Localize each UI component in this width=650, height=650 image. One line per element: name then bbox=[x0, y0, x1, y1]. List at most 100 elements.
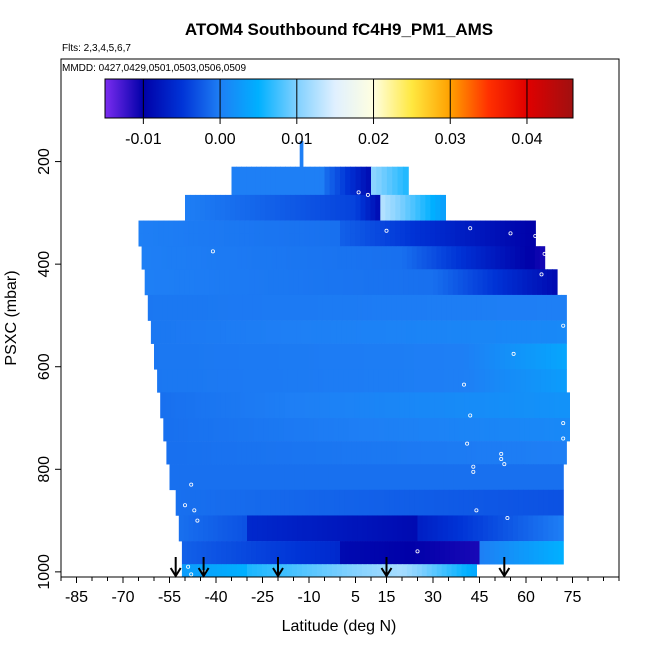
curtain-cell bbox=[214, 220, 220, 234]
curtain-cell bbox=[521, 294, 528, 321]
curtain-cell bbox=[314, 343, 320, 370]
curtain-cell bbox=[309, 233, 316, 247]
curtain-cell bbox=[314, 392, 321, 419]
curtain-cell bbox=[329, 489, 336, 516]
curtain-cell bbox=[194, 343, 200, 370]
curtain-cell bbox=[284, 392, 291, 419]
curtain-cell bbox=[270, 541, 277, 565]
x-tick-label: -25 bbox=[251, 589, 274, 606]
curtain-cell bbox=[300, 166, 306, 196]
curtain-cell bbox=[293, 418, 300, 442]
curtain-cell bbox=[295, 541, 302, 565]
curtain-cell bbox=[234, 269, 240, 296]
curtain-cell bbox=[179, 464, 186, 491]
curtain-cell bbox=[386, 441, 392, 465]
curtain-cell bbox=[261, 441, 267, 465]
curtain-cell bbox=[409, 343, 415, 370]
curtain-cell bbox=[548, 515, 554, 542]
curtain-cell bbox=[220, 320, 227, 344]
curtain-cell bbox=[206, 441, 212, 465]
curtain-cell bbox=[439, 418, 445, 442]
curtain-cell bbox=[215, 489, 222, 516]
curtain-cell bbox=[551, 320, 557, 344]
curtain-cell bbox=[536, 320, 542, 344]
curtain-cell bbox=[334, 489, 341, 516]
x-tick-label: 15 bbox=[378, 589, 396, 606]
curtain-cell bbox=[217, 294, 224, 321]
curtain-cell bbox=[332, 294, 338, 321]
curtain-cell bbox=[367, 294, 373, 321]
curtain-cell bbox=[381, 246, 388, 270]
curtain-cell bbox=[505, 233, 511, 247]
curtain-cell bbox=[250, 489, 256, 516]
curtain-cell bbox=[351, 246, 358, 270]
curtain-cell bbox=[364, 343, 370, 370]
curtain-cell bbox=[212, 369, 219, 393]
curtain-cell bbox=[512, 269, 518, 296]
curtain-cell bbox=[197, 369, 203, 393]
curtain-cell bbox=[274, 233, 281, 247]
curtain-cell bbox=[256, 320, 262, 344]
curtain-cell bbox=[472, 515, 479, 542]
curtain-cell bbox=[218, 418, 225, 442]
curtain-cell bbox=[260, 166, 267, 196]
curtain-cell bbox=[190, 489, 197, 516]
curtain-cell bbox=[329, 392, 336, 419]
curtain-cell bbox=[431, 294, 438, 321]
curtain-cell bbox=[464, 369, 470, 393]
curtain-cell bbox=[335, 194, 342, 221]
curtain-cell bbox=[371, 441, 377, 465]
curtain-cell bbox=[230, 320, 237, 344]
curtain-cell bbox=[414, 343, 420, 370]
curtain-cell bbox=[540, 369, 547, 393]
curtain-cell bbox=[469, 541, 476, 565]
curtain-cell bbox=[400, 220, 406, 234]
curtain-cell bbox=[364, 541, 371, 565]
curtain-cell bbox=[296, 246, 303, 270]
curtain-cell bbox=[376, 166, 383, 196]
curtain-cell bbox=[411, 246, 418, 270]
curtain-cell bbox=[366, 320, 372, 344]
observation-point bbox=[468, 226, 473, 231]
curtain-cell bbox=[454, 392, 461, 419]
observation-point bbox=[474, 508, 479, 513]
curtain-cell bbox=[184, 464, 191, 491]
curtain-cell bbox=[236, 246, 243, 270]
curtain-cell bbox=[408, 418, 415, 442]
curtain-cell bbox=[366, 441, 372, 465]
curtain-cell bbox=[199, 269, 205, 296]
curtain-cell bbox=[341, 246, 348, 270]
curtain-cell bbox=[247, 564, 253, 578]
curtain-cell bbox=[259, 343, 265, 370]
curtain-cell bbox=[314, 220, 321, 234]
curtain-cell bbox=[267, 515, 273, 542]
curtain-cell bbox=[381, 166, 388, 196]
curtain-cell bbox=[239, 220, 245, 234]
curtain-cell bbox=[399, 489, 405, 516]
curtain-cell bbox=[390, 194, 396, 221]
curtain-cell bbox=[334, 166, 341, 196]
curtain-cell bbox=[343, 464, 350, 491]
curtain-cell bbox=[385, 220, 391, 234]
curtain-cell bbox=[440, 233, 446, 247]
curtain-cell bbox=[403, 269, 409, 296]
curtain-cell bbox=[395, 194, 401, 221]
curtain-cell bbox=[510, 233, 516, 247]
curtain-cell bbox=[435, 194, 441, 221]
curtain-cell bbox=[429, 541, 436, 565]
curtain-cell bbox=[445, 233, 451, 247]
curtain-cell bbox=[467, 269, 474, 296]
curtain-cell bbox=[559, 418, 565, 442]
curtain-cell bbox=[169, 464, 176, 491]
curtain-cell bbox=[416, 294, 423, 321]
curtain-cell bbox=[266, 246, 273, 270]
curtain-cell bbox=[220, 392, 226, 419]
curtain-cell bbox=[329, 220, 336, 234]
curtain-cell bbox=[267, 294, 273, 321]
curtain-cell bbox=[263, 418, 270, 442]
curtain-cell bbox=[561, 320, 567, 344]
curtain-cell bbox=[349, 392, 356, 419]
curtain-cell bbox=[471, 564, 477, 578]
curtain-cell bbox=[342, 515, 348, 542]
curtain-cell bbox=[219, 220, 225, 234]
